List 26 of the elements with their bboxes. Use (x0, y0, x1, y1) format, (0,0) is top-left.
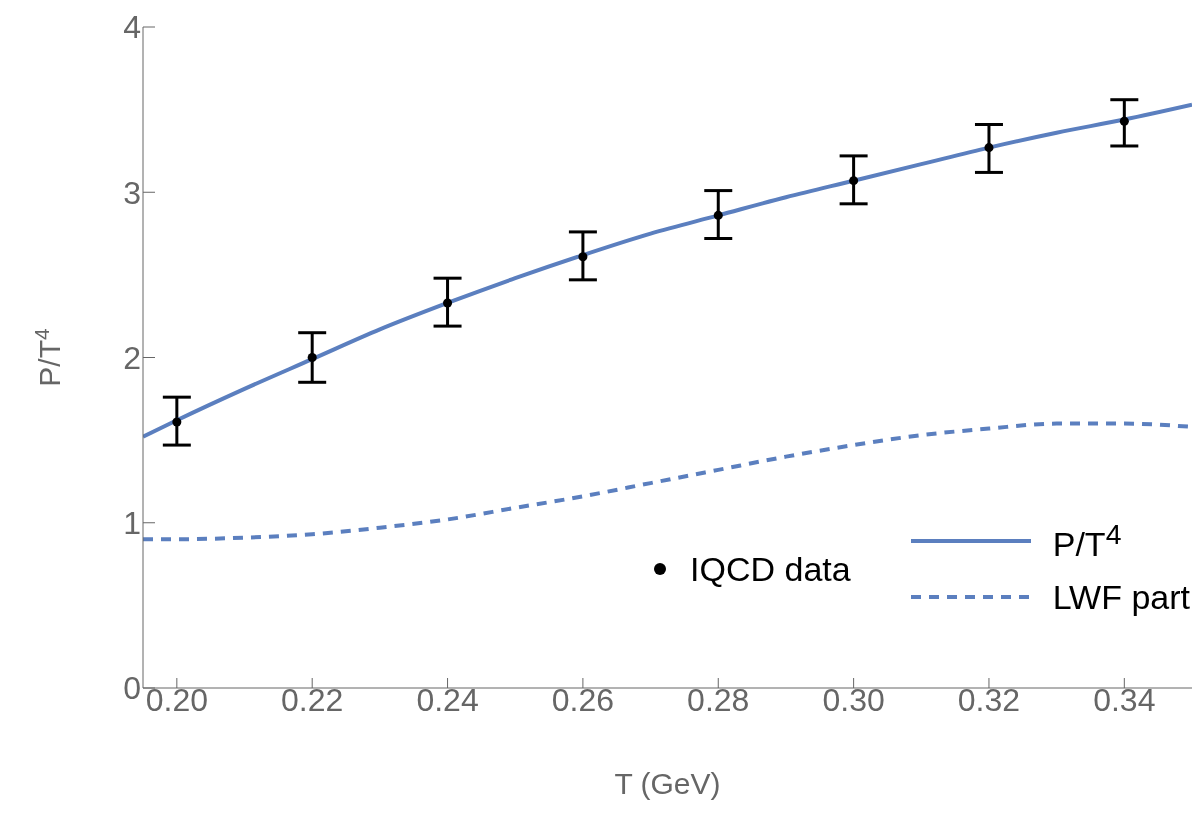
x-axis-title: T (GeV) (614, 767, 721, 800)
y-tick-label: 0 (123, 670, 141, 707)
x-tick-label: 0.32 (957, 681, 1021, 718)
y-tick-label: 4 (123, 9, 141, 46)
legend-label: IQCD data (690, 549, 851, 589)
legend-label: LWF part (1052, 577, 1190, 617)
point (713, 210, 723, 220)
point (578, 252, 588, 262)
x-tick-label: 0.20 (145, 681, 208, 718)
line-series (143, 102, 1192, 439)
y-tick-label: 3 (123, 174, 141, 211)
x-tick-label: 0.24 (416, 681, 479, 718)
x-tick-label: 0.30 (822, 681, 885, 718)
x-tick-label: 0.34 (1093, 681, 1156, 718)
point (307, 352, 317, 363)
x-tick-label: 0.28 (687, 681, 750, 718)
y-tick-label: 1 (123, 505, 141, 542)
point (172, 417, 182, 427)
point (984, 143, 994, 153)
point (1119, 116, 1129, 126)
x-tick-label: 0.22 (281, 681, 344, 718)
point (443, 298, 453, 308)
point (849, 176, 859, 186)
x-tick-label: 0.26 (551, 681, 615, 718)
y-tick-label: 2 (123, 339, 141, 376)
legend-label: P/T$^{4}$ (1052, 517, 1122, 565)
